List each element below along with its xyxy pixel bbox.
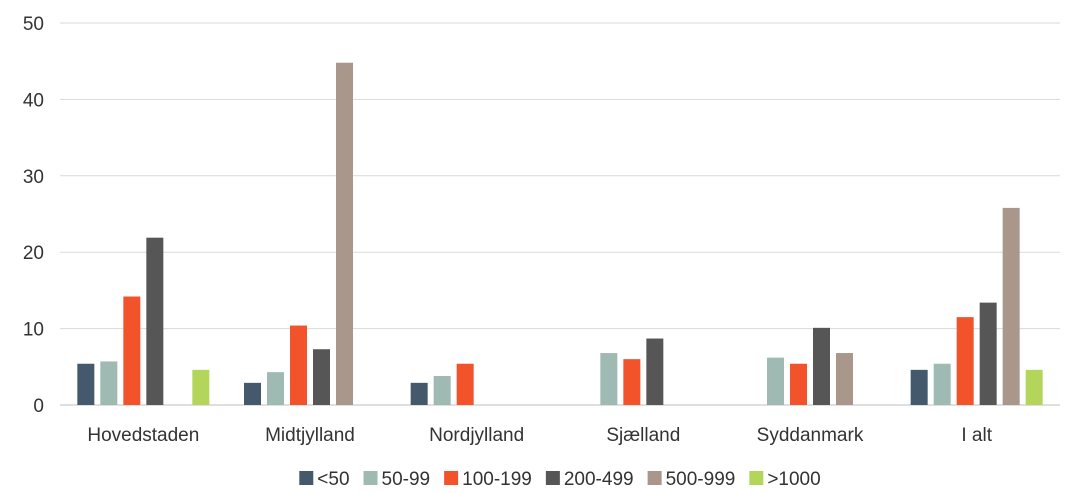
legend-label: 200-499: [564, 469, 634, 490]
bar: [456, 363, 474, 405]
gridlines: [60, 22, 1060, 406]
bar: [836, 353, 853, 405]
bar: [600, 353, 618, 405]
legend-swatch: [545, 471, 560, 485]
x-tick-label: I alt: [961, 425, 992, 446]
bar: [979, 302, 997, 405]
legend-swatch: [363, 471, 378, 485]
y-axis: 0 10 20 30 40 50: [23, 14, 44, 417]
bar: [290, 325, 307, 405]
bars: [77, 62, 1043, 406]
y-tick-label: 30: [23, 167, 44, 188]
bar: [1025, 369, 1043, 405]
y-tick-label: 40: [23, 90, 44, 111]
y-tick-label: 10: [23, 320, 44, 341]
bar: [623, 359, 641, 405]
bar: [267, 372, 284, 405]
legend-item: >1000: [749, 469, 821, 490]
legend-label: <50: [317, 469, 349, 490]
x-tick-label: Nordjylland: [429, 425, 524, 446]
bar: [313, 349, 330, 405]
legend-item: 500-999: [647, 469, 736, 490]
x-tick-label: Syddanmark: [757, 425, 864, 446]
bar: [433, 375, 451, 405]
bar: [100, 361, 118, 405]
bar: [910, 369, 928, 405]
bar: [813, 327, 830, 405]
bar: [192, 369, 210, 405]
x-tick-label: Hovedstaden: [87, 425, 199, 446]
bar: [1002, 207, 1020, 405]
legend: <50 50-99 100-199 200-499 500-999 >1000: [299, 469, 821, 490]
legend-swatch: [749, 471, 764, 485]
x-tick-label: Midtjylland: [265, 425, 355, 446]
bar: [790, 363, 807, 405]
y-tick-label: 20: [23, 243, 44, 264]
y-tick-label: 50: [23, 14, 44, 35]
y-tick-label: 0: [33, 396, 44, 417]
bar: [123, 296, 141, 405]
bar: [410, 382, 428, 405]
bar: [646, 338, 664, 405]
legend-label: 100-199: [462, 469, 532, 490]
bar: [956, 317, 974, 405]
legend-label: 500-999: [666, 469, 736, 490]
x-axis: Hovedstaden Midtjylland Nordjylland Sjællan…: [87, 425, 992, 446]
bar: [336, 62, 353, 406]
legend-swatch: [647, 471, 662, 485]
legend-item: <50: [299, 469, 350, 490]
legend-swatch: [299, 471, 314, 485]
legend-item: 200-499: [545, 469, 634, 490]
bar: [146, 237, 164, 405]
bar: [244, 382, 261, 405]
bar: [767, 357, 784, 405]
legend-label: 50-99: [382, 469, 431, 490]
bar: [77, 363, 95, 405]
legend-swatch: [444, 471, 459, 485]
legend-label: >1000: [767, 469, 820, 490]
legend-item: 100-199: [444, 469, 532, 490]
x-tick-label: Sjælland: [606, 425, 680, 446]
bar: [933, 363, 951, 405]
legend-item: 50-99: [363, 469, 431, 490]
